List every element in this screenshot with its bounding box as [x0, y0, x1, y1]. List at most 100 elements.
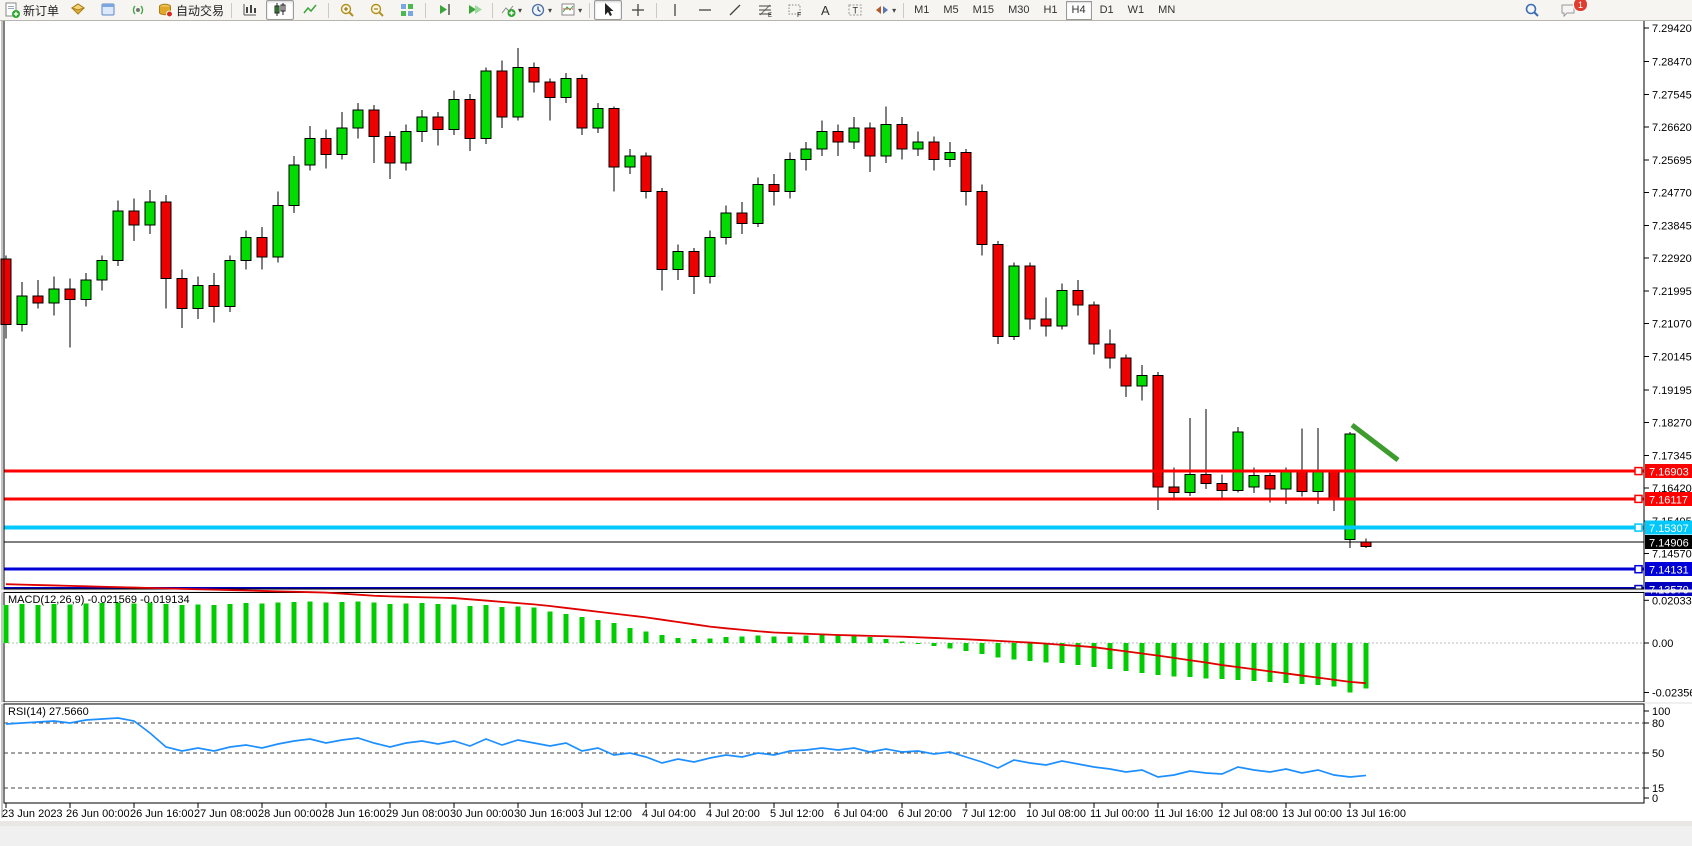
zoom-in-button[interactable]: [333, 0, 361, 20]
macd-panel: 0.020332 0.00 -0.023565 MACD(12,26,9) -0.02…: [3, 583, 1692, 703]
candle: [864, 122, 876, 173]
time-tick-label: 13 Jul 00:00: [1282, 808, 1342, 820]
chat-button[interactable]: 1: [1554, 0, 1588, 20]
time-axis[interactable]: 23 Jun 2023 26 Jun 00:00 26 Jun 16:00 27 Ju…: [2, 803, 1406, 820]
time-tick-label: 6 Jul 20:00: [898, 808, 952, 820]
periods-button[interactable]: ▾: [527, 0, 555, 20]
time-tick-label: 10 Jul 08:00: [1026, 808, 1086, 820]
chart-shift-button[interactable]: [430, 0, 458, 20]
zoom-out-icon: [370, 3, 384, 17]
candle: [32, 280, 44, 309]
text-button[interactable]: A: [811, 0, 839, 20]
zoom-in-icon: [340, 3, 354, 17]
price-chart-panel: [0, 1, 1645, 594]
candle: [832, 124, 844, 157]
arrow-annotation[interactable]: [1350, 423, 1406, 467]
tf-m1[interactable]: M1: [908, 1, 935, 20]
toolbar-right: 1: [1514, 0, 1588, 20]
tile-windows-button[interactable]: [393, 0, 421, 20]
tiles-icon: [401, 4, 414, 16]
toolbar: 新订单 自动交易 ▾ ▾ ▾ E F A T ▾ M1 M5 M15 M30 H1 H4 D1 W1 MN 1: [0, 0, 1692, 21]
template-icon: [561, 3, 575, 16]
tf-m30[interactable]: M30: [1002, 1, 1035, 20]
autotrade-button-label: 自动交易: [176, 3, 225, 18]
candle: [672, 244, 684, 281]
candle: [208, 272, 220, 323]
toolbar-group-cursor: [593, 0, 653, 20]
candle: [112, 200, 124, 266]
candle: [352, 103, 364, 139]
crosshair-button[interactable]: [624, 0, 652, 20]
candle: [544, 78, 556, 121]
zoom-out-button[interactable]: [363, 0, 391, 20]
resistance-line-1[interactable]: [4, 466, 1644, 476]
chevron-down-icon[interactable]: ▾: [548, 5, 553, 15]
svg-text:7.14906: 7.14906: [1649, 537, 1689, 549]
candle: [704, 230, 716, 284]
tf-h4[interactable]: H4: [1065, 0, 1092, 20]
line-handle[interactable]: [1634, 564, 1643, 574]
tf-w1[interactable]: W1: [1122, 1, 1151, 20]
price-tick-label: 7.25695: [1652, 155, 1692, 167]
bar-chart-button[interactable]: [236, 0, 264, 20]
line-handle[interactable]: [1634, 466, 1643, 476]
search-button[interactable]: [1518, 0, 1546, 20]
channel-button[interactable]: F: [781, 0, 809, 20]
candle: [512, 48, 524, 121]
cursor-icon: [605, 3, 614, 16]
candle: [416, 110, 428, 142]
trendline-button[interactable]: [721, 0, 749, 20]
candlesticks: [0, 48, 1372, 548]
price-axis[interactable]: 7.29420 7.28470 7.27545 7.26620 7.25695 7.247…: [1644, 23, 1692, 597]
price-tick-label: 7.20145: [1652, 351, 1692, 363]
tf-m5-label: M5: [943, 4, 959, 16]
candle: [48, 276, 60, 316]
horizontal-line-button[interactable]: [691, 0, 719, 20]
marketwatch-button[interactable]: [64, 0, 92, 20]
autotrade-button[interactable]: 自动交易: [154, 0, 227, 20]
tf-mn[interactable]: MN: [1152, 1, 1181, 20]
tf-m15[interactable]: M15: [967, 1, 1000, 20]
resistance-line-2[interactable]: [4, 494, 1644, 504]
indicators-button[interactable]: ▾: [497, 0, 525, 20]
candle: [1104, 329, 1116, 369]
line-handle[interactable]: [1634, 494, 1643, 504]
panel-splitter[interactable]: [0, 702, 1692, 704]
line-handle[interactable]: [1634, 523, 1643, 532]
rsi-tick-label: 15: [1652, 783, 1664, 795]
candle: [1120, 354, 1132, 397]
support-line-blue-1[interactable]: [4, 564, 1644, 574]
tf-d1[interactable]: D1: [1094, 1, 1120, 20]
resistance-line-2-badge: 7.16117: [1645, 491, 1692, 506]
price-tick-label: 7.29420: [1652, 23, 1692, 35]
tf-h1[interactable]: H1: [1037, 1, 1063, 20]
auto-scroll-button[interactable]: [460, 0, 488, 20]
toolbar-group-scroll: [429, 0, 489, 20]
chevron-down-icon[interactable]: ▾: [892, 5, 897, 15]
time-tick-label: 30 Jun 16:00: [514, 808, 578, 820]
alerts-button[interactable]: [124, 0, 152, 20]
line-chart-button[interactable]: [296, 0, 324, 20]
chevron-down-icon[interactable]: ▾: [518, 5, 523, 15]
chevron-down-icon[interactable]: ▾: [578, 5, 583, 15]
candle-chart-button[interactable]: [266, 0, 295, 20]
fibonacci-button[interactable]: E: [751, 0, 779, 20]
new-order-button[interactable]: 新订单: [1, 0, 62, 20]
support-line-cyan[interactable]: [4, 523, 1644, 532]
candle: [1216, 474, 1228, 498]
vertical-line-button[interactable]: [661, 0, 689, 20]
tf-m5[interactable]: M5: [937, 1, 964, 20]
price-tick-label: 7.23845: [1652, 220, 1692, 232]
toolbar-separator: [903, 2, 905, 18]
cursor-button[interactable]: [594, 0, 623, 20]
time-tick-label: 28 Jun 16:00: [322, 808, 386, 820]
shapes-button[interactable]: ▾: [871, 0, 899, 20]
panel-splitter[interactable]: [0, 589, 1692, 593]
charts-window-button[interactable]: [94, 0, 122, 20]
candle: [1152, 372, 1164, 511]
candle: [400, 124, 412, 171]
candle: [1008, 262, 1020, 341]
label-button[interactable]: T: [841, 0, 869, 20]
tf-m30-label: M30: [1008, 4, 1030, 16]
templates-button[interactable]: ▾: [557, 0, 585, 20]
